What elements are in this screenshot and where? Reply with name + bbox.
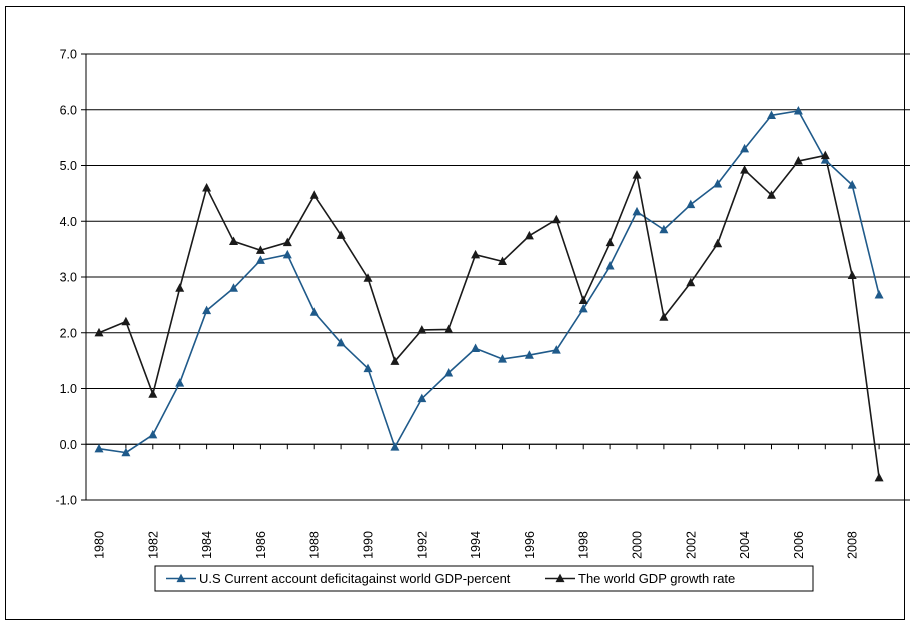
series-1-point (740, 143, 750, 153)
series-2-point (605, 237, 615, 247)
series-2-point (686, 277, 696, 287)
series-1-point (551, 345, 561, 354)
series-markers (94, 106, 884, 482)
y-tick-label: 3.0 (60, 271, 77, 285)
legend-label-1: U.S Current account deficitagainst world… (199, 571, 511, 586)
series-2-point (309, 190, 319, 199)
series-2-point (202, 182, 212, 192)
x-tick-label: 1986 (254, 531, 268, 559)
x-tick-label: 1994 (469, 531, 483, 559)
legend-swatch-marker-2 (555, 573, 565, 583)
series-line-1 (98, 110, 880, 454)
y-tick-label: 4.0 (60, 215, 77, 229)
x-tick-label: 1990 (362, 531, 376, 559)
series-1-point (578, 303, 588, 313)
series-2-point (336, 230, 346, 239)
series-lines (98, 110, 880, 478)
series-2-point (659, 312, 669, 321)
series-2-point (148, 389, 158, 398)
series-2-point (444, 324, 454, 334)
y-tick-label: 2.0 (60, 326, 77, 340)
series-2-point (417, 325, 427, 334)
series-1-point (605, 260, 615, 270)
series-2-point (121, 316, 131, 326)
y-tick-label: 0.0 (60, 438, 77, 452)
series-1-point (282, 249, 292, 259)
series-2-point (578, 295, 588, 305)
series-2-point (94, 327, 104, 337)
series-2-point (229, 236, 238, 245)
series-2-point (498, 256, 507, 266)
series-1-point (175, 378, 185, 387)
series-2-point (255, 245, 265, 254)
series-1-point (498, 354, 507, 363)
legend-label-2: The world GDP growth rate (578, 571, 735, 586)
x-tick-label: 1984 (200, 531, 214, 559)
series-1-point (94, 443, 104, 453)
series-2-point (282, 237, 292, 247)
series-1-point (202, 305, 212, 315)
series-2-point (713, 238, 723, 248)
series-1-point (713, 179, 723, 188)
series-1-point (686, 199, 696, 209)
series-1-point (121, 447, 131, 457)
x-tick-label: 1992 (415, 531, 429, 559)
series-1-point (767, 110, 776, 119)
x-tick-labels: 1980 1982 1984 1986 1988 1990 1992 1994 1996 1998… (93, 531, 860, 559)
series-1-point (444, 368, 454, 377)
series-1-point (847, 180, 857, 189)
x-tick-label: 2000 (631, 531, 645, 559)
y-tick-label: 6.0 (60, 103, 77, 117)
series-1-point (309, 307, 319, 316)
series-1-point (229, 283, 238, 292)
series-1-point (390, 442, 400, 451)
y-tick-label: 7.0 (60, 48, 77, 62)
series-2-point (740, 165, 750, 174)
series-2-point (793, 156, 803, 165)
series-1-point (255, 255, 265, 264)
series-1-point (336, 337, 346, 347)
series-2-point (847, 270, 857, 279)
series-2-point (524, 230, 534, 240)
series-1-point (632, 206, 642, 216)
series-2-point (363, 273, 373, 282)
legend-swatch-marker-1 (176, 573, 186, 583)
x-tick-label: 1996 (523, 531, 537, 559)
series-2-point (471, 249, 481, 259)
y-tick-label: 5.0 (60, 159, 77, 173)
x-tick-label: 1982 (146, 531, 160, 559)
series-2-point (551, 214, 561, 224)
series-2-point (767, 190, 776, 199)
series-1-point (471, 343, 481, 353)
y-tick-label: 1.0 (60, 382, 77, 396)
series-1-point (417, 393, 427, 403)
series-2-point (632, 170, 642, 179)
x-tick-label: 2002 (684, 531, 698, 559)
series-1-point (524, 350, 534, 359)
x-tick-label: 2008 (846, 531, 860, 559)
x-tick-label: 1998 (577, 531, 591, 559)
series-1-point (659, 224, 669, 234)
x-tick-label: 1988 (308, 531, 322, 559)
series-1-point (363, 363, 373, 373)
series-2-point (175, 283, 185, 292)
series-1-point (820, 155, 830, 164)
series-2-point (390, 356, 400, 365)
axes (81, 53, 910, 501)
series-line-2 (98, 154, 880, 478)
y-tick-labels: -1.0 0.0 1.0 2.0 3.0 4.0 5.0 6.0 7.0 (55, 48, 77, 508)
x-tick-label: 2004 (738, 531, 752, 559)
series-1-point (793, 106, 803, 115)
legend-box (154, 565, 814, 592)
series-1-point (148, 429, 158, 439)
series-2-point (820, 150, 830, 160)
legend: U.S Current account deficitagainst world… (154, 565, 814, 592)
y-tick-label: -1.0 (55, 494, 77, 508)
series-2-point (874, 472, 884, 482)
series-1-point (874, 289, 884, 299)
x-tick-label: 2006 (792, 531, 806, 559)
x-tick-label: 1980 (93, 531, 107, 559)
